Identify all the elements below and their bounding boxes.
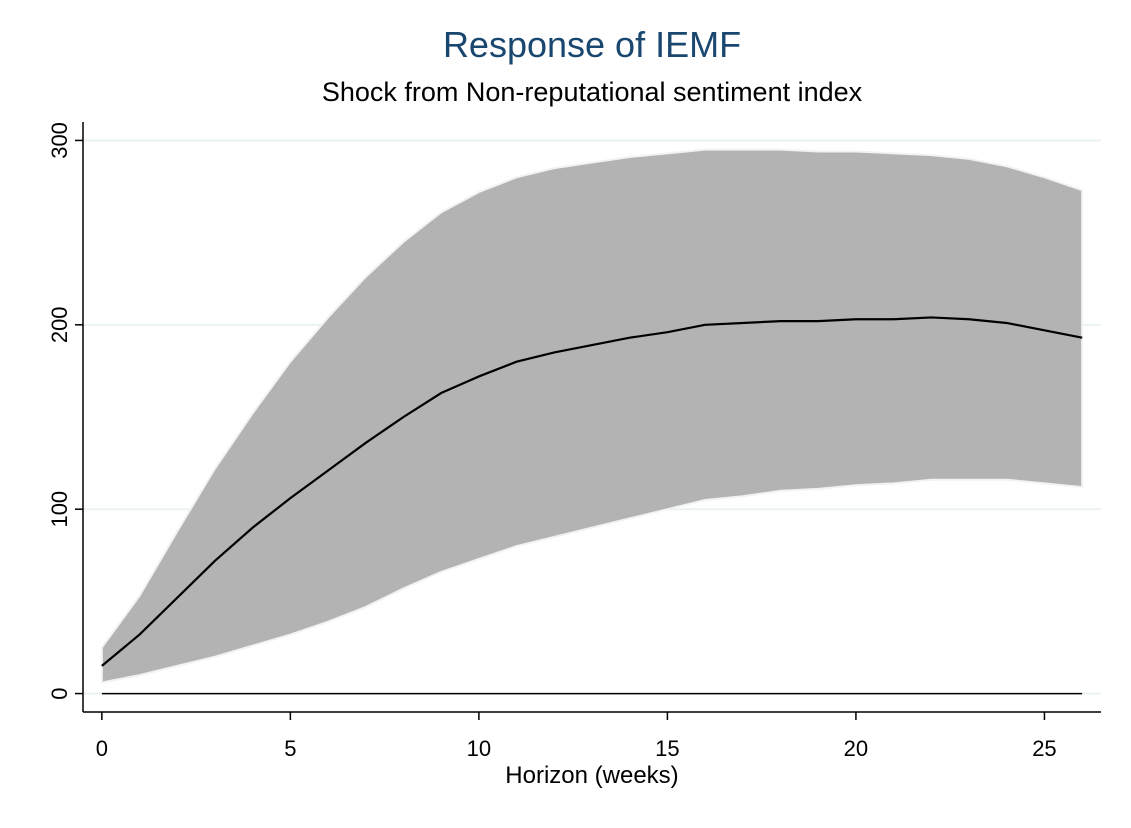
- confidence-band: [100, 148, 1084, 684]
- x-tick-label: 10: [467, 736, 491, 761]
- y-tick-label: 0: [47, 687, 72, 699]
- x-tick-label: 25: [1032, 736, 1056, 761]
- y-tick-label: 300: [47, 122, 72, 159]
- x-tick-label: 20: [844, 736, 868, 761]
- x-tick-label: 0: [96, 736, 108, 761]
- x-tick-label: 5: [284, 736, 296, 761]
- x-axis-label: Horizon (weeks): [505, 762, 678, 789]
- chart-subtitle: Shock from Non-reputational sentiment in…: [322, 77, 863, 107]
- line: [101, 316, 1083, 667]
- y-tick-label: 100: [47, 491, 72, 528]
- x-tick-label: 15: [655, 736, 679, 761]
- plot-area: [83, 139, 1101, 695]
- chart-title: Response of IEMF: [443, 24, 741, 65]
- y-tick-label: 200: [47, 306, 72, 343]
